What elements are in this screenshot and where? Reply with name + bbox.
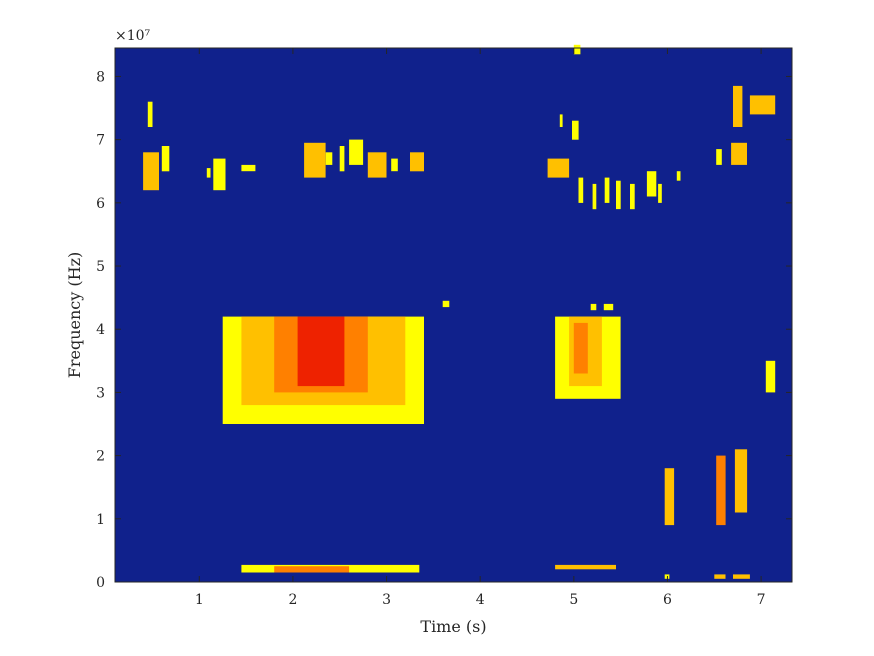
spectral-region bbox=[676, 171, 681, 181]
spectral-region bbox=[325, 152, 333, 165]
spectral-region bbox=[573, 44, 581, 55]
x-axis-label: Time (s) bbox=[420, 617, 486, 636]
plot-area bbox=[115, 48, 792, 582]
spectral-region bbox=[731, 142, 747, 165]
y-axis-label: Frequency (Hz) bbox=[65, 252, 84, 379]
spectral-region bbox=[590, 303, 597, 311]
spectral-region bbox=[716, 455, 726, 526]
x-tick-label: 3 bbox=[382, 592, 391, 608]
x-tick-label: 1 bbox=[195, 592, 204, 608]
spectral-region bbox=[572, 120, 579, 140]
spectral-region bbox=[733, 574, 750, 579]
spectral-region bbox=[749, 95, 776, 115]
spectral-region bbox=[714, 574, 726, 579]
x-tick-label: 4 bbox=[476, 592, 485, 608]
spectral-region bbox=[206, 168, 211, 178]
spectral-region bbox=[555, 564, 616, 570]
spectral-region bbox=[147, 101, 153, 127]
spectral-region bbox=[442, 300, 450, 308]
spectral-region bbox=[367, 152, 387, 178]
spectral-region bbox=[349, 139, 364, 165]
spectral-region bbox=[578, 177, 584, 203]
x-tick-label: 7 bbox=[757, 592, 766, 608]
y-tick-label: 0 bbox=[96, 575, 105, 591]
spectral-region bbox=[664, 468, 675, 526]
spectral-region bbox=[559, 114, 563, 127]
spectral-region bbox=[304, 142, 326, 178]
spectral-region bbox=[410, 152, 424, 172]
y-tick-label: 4 bbox=[96, 322, 105, 338]
spectral-region bbox=[765, 360, 776, 393]
y-tick-label: 3 bbox=[96, 385, 105, 401]
y-tick-label: 2 bbox=[96, 449, 105, 465]
spectral-region bbox=[573, 322, 588, 374]
spectral-region bbox=[547, 158, 570, 178]
y-tick-label: 7 bbox=[96, 133, 105, 149]
spectral-regions bbox=[143, 44, 776, 579]
spectral-region bbox=[143, 152, 159, 191]
spectral-region bbox=[161, 146, 170, 172]
spectral-region bbox=[213, 158, 226, 191]
spectral-region bbox=[716, 149, 722, 165]
y-exponent-label: ×10⁷ bbox=[115, 28, 151, 44]
y-axis-ticks: 0 1 2 3 4 5 6 7 8 bbox=[96, 69, 792, 591]
spectral-region bbox=[391, 158, 398, 172]
spectral-region bbox=[604, 177, 610, 203]
spectral-region bbox=[339, 146, 345, 172]
spectral-region bbox=[630, 183, 635, 210]
spectral-region bbox=[616, 180, 621, 210]
spectral-region bbox=[241, 164, 256, 172]
y-tick-label: 6 bbox=[96, 196, 105, 212]
y-tick-label: 5 bbox=[96, 259, 105, 275]
x-tick-label: 2 bbox=[288, 592, 297, 608]
y-tick-label: 8 bbox=[96, 69, 105, 85]
x-tick-label: 5 bbox=[569, 592, 578, 608]
spectral-region bbox=[733, 85, 743, 127]
spectral-region bbox=[646, 171, 657, 197]
spectral-region bbox=[297, 316, 345, 387]
y-tick-label: 1 bbox=[96, 512, 105, 528]
spectral-region bbox=[658, 183, 662, 203]
x-tick-label: 6 bbox=[663, 592, 672, 608]
plot-frame bbox=[114, 47, 793, 583]
x-axis-ticks: 1 2 3 4 5 6 7 bbox=[195, 48, 766, 608]
spectral-region bbox=[603, 303, 614, 311]
spectral-region bbox=[734, 449, 748, 513]
spectral-region bbox=[592, 183, 597, 210]
spectral-region bbox=[274, 566, 350, 573]
